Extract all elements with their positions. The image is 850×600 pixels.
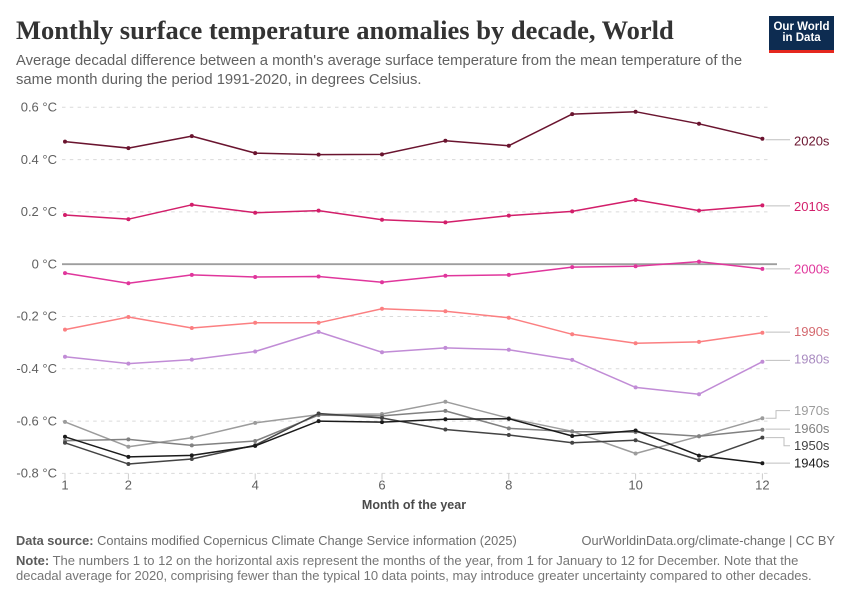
svg-text:1: 1 [61,478,68,493]
svg-text:0.6 °C: 0.6 °C [21,100,57,115]
svg-text:1970s: 1970s [794,403,830,418]
svg-text:2020s: 2020s [794,134,830,149]
svg-text:-0.6 °C: -0.6 °C [16,413,57,428]
svg-text:10: 10 [628,478,642,493]
svg-text:1960s: 1960s [794,421,830,436]
svg-text:1940s: 1940s [794,456,830,471]
svg-text:12: 12 [755,478,769,493]
svg-text:0.2 °C: 0.2 °C [21,204,57,219]
svg-text:2000s: 2000s [794,261,830,276]
svg-text:8: 8 [505,478,512,493]
svg-text:4: 4 [252,478,259,493]
svg-text:-0.4 °C: -0.4 °C [16,361,57,376]
svg-text:2: 2 [125,478,132,493]
svg-text:1990s: 1990s [794,324,830,339]
svg-text:1980s: 1980s [794,352,830,367]
svg-text:6: 6 [378,478,385,493]
svg-text:Month of the year: Month of the year [362,498,466,512]
svg-text:2010s: 2010s [794,199,830,214]
svg-text:-0.8 °C: -0.8 °C [16,466,57,481]
svg-text:0.4 °C: 0.4 °C [21,152,57,167]
svg-text:1950s: 1950s [794,438,830,453]
svg-text:-0.2 °C: -0.2 °C [16,309,57,324]
svg-text:0 °C: 0 °C [32,256,57,271]
